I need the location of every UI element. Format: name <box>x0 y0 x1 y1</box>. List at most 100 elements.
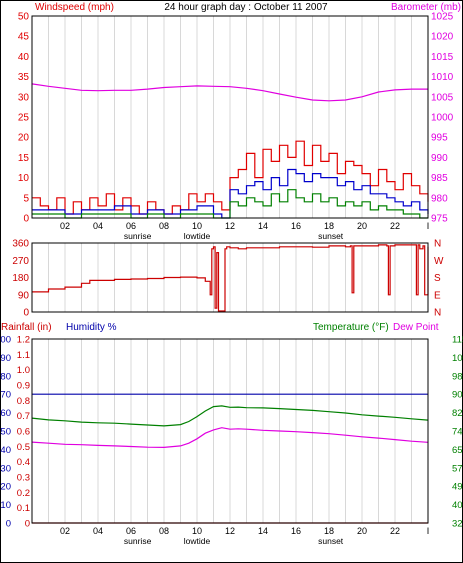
series-gust <box>32 140 429 215</box>
x-tick-label: I <box>427 221 430 231</box>
rainfall-tick-label: 0.1 <box>17 503 30 514</box>
x-tick-label: 10 <box>192 526 202 536</box>
x-tick-label: 22 <box>390 221 400 231</box>
temperature-tick-label: 49 <box>452 482 463 493</box>
barometer-tick-label: 990 <box>431 153 448 164</box>
rainfall-tick-label: 0.3 <box>17 473 30 484</box>
series-barometer <box>31 83 428 102</box>
direction-tick-label: 180 <box>12 273 29 284</box>
annotation-lowtide: lowtide <box>184 231 211 241</box>
rainfall-tick-label: 0.6 <box>17 427 30 438</box>
rainfall-axis-title: Rainfall (in) <box>1 322 52 333</box>
humidity-tick-label: 80 <box>0 371 11 382</box>
x-tick-label: 10 <box>192 221 202 231</box>
x-tick-label: 18 <box>324 526 334 536</box>
humidity-tick-label: 100 <box>0 335 11 346</box>
windspeed-tick-label: 5 <box>23 193 29 204</box>
x-tick-label: 20 <box>357 526 367 536</box>
x-tick-label: 06 <box>126 526 136 536</box>
temperature-tick-label: 98 <box>452 371 463 382</box>
x-tick-label: 08 <box>159 221 169 231</box>
barometer-tick-label: 985 <box>431 173 448 184</box>
x-tick-label: 12 <box>225 526 235 536</box>
annotation-sunset: sunset <box>318 536 344 546</box>
rainfall-tick-label: 1.1 <box>17 350 30 361</box>
x-tick-label: 14 <box>258 526 268 536</box>
temperature-axis-title: Temperature (°F) <box>313 322 389 333</box>
x-tick-label: 16 <box>291 526 301 536</box>
barometer-tick-label: 980 <box>431 193 448 204</box>
temperature-tick-label: 65 <box>452 445 463 456</box>
annotation-lowtide: lowtide <box>184 536 211 546</box>
x-tick-label: 18 <box>324 221 334 231</box>
rainfall-tick-label: 1.0 <box>17 365 30 376</box>
barometer-tick-label: 1000 <box>431 113 454 124</box>
series-direction <box>32 244 429 312</box>
barometer-tick-label: 1005 <box>431 92 454 103</box>
rainfall-tick-label: 0.5 <box>17 442 30 453</box>
compass-label: S <box>434 273 441 284</box>
rainfall-tick-label: 0.4 <box>17 457 30 468</box>
compass-label: N <box>434 308 441 319</box>
x-tick-label: 04 <box>93 526 103 536</box>
x-tick-label: I <box>427 526 430 536</box>
dewpoint-axis-title: Dew Point <box>393 322 439 333</box>
humidity-tick-label: 10 <box>0 500 11 511</box>
x-tick-label: 22 <box>390 526 400 536</box>
direction-tick-label: 90 <box>18 290 30 301</box>
windspeed-tick-label: 40 <box>18 52 30 63</box>
x-tick-label: 02 <box>60 221 70 231</box>
annotation-sunrise: sunrise <box>124 231 152 241</box>
wind-barometer-panel: 0510152025303540455097598098599099510001… <box>18 12 454 242</box>
compass-label: W <box>434 256 444 267</box>
humidity-tick-label: 40 <box>0 445 11 456</box>
humidity-tick-label: 30 <box>0 463 11 474</box>
humidity-axis-title: Humidity % <box>66 322 117 333</box>
temperature-tick-label: 82 <box>452 408 463 419</box>
humidity-tick-label: 90 <box>0 353 11 364</box>
barometer-axis-title: Barometer (mb) <box>391 2 461 13</box>
windspeed-tick-label: 15 <box>18 153 30 164</box>
windspeed-tick-label: 50 <box>18 12 30 23</box>
x-tick-label: 08 <box>159 526 169 536</box>
windspeed-tick-label: 45 <box>18 32 30 43</box>
annotation-sunrise: sunrise <box>124 536 152 546</box>
windspeed-tick-label: 35 <box>18 72 30 83</box>
annotation-sunset: sunset <box>318 231 344 241</box>
humidity-tick-label: 70 <box>0 390 11 401</box>
plot-frame <box>31 338 429 524</box>
rainfall-tick-label: 0.7 <box>17 411 30 422</box>
direction-tick-label: 360 <box>12 239 29 250</box>
windspeed-tick-label: 30 <box>18 92 30 103</box>
temperature-tick-label: 115 <box>452 335 463 346</box>
barometer-tick-label: 1025 <box>431 12 454 23</box>
temperature-tick-label: 90 <box>452 390 463 401</box>
direction-tick-label: 270 <box>12 256 29 267</box>
temperature-tick-label: 40 <box>452 500 463 511</box>
direction-tick-label: 0 <box>23 308 29 319</box>
rainfall-tick-label: 0.8 <box>17 396 30 407</box>
windspeed-tick-label: 20 <box>18 133 30 144</box>
humidity-tick-label: 50 <box>0 427 11 438</box>
x-tick-label: 16 <box>291 221 301 231</box>
windspeed-tick-label: 25 <box>18 113 30 124</box>
x-tick-label: 04 <box>93 221 103 231</box>
barometer-tick-label: 1010 <box>431 72 454 83</box>
x-tick-label: 20 <box>357 221 367 231</box>
series-average <box>32 168 429 219</box>
rainfall-tick-label: 1.2 <box>17 335 30 346</box>
rainfall-tick-label: 0.9 <box>17 381 30 392</box>
series-temperature <box>31 405 429 427</box>
windspeed-tick-label: 0 <box>23 214 29 225</box>
x-tick-label: 14 <box>258 221 268 231</box>
temperature-tick-label: 57 <box>452 463 463 474</box>
rainfall-tick-label: 0.2 <box>17 488 30 499</box>
humidity-tick-label: 20 <box>0 482 11 493</box>
windspeed-axis-title: Windspeed (mph) <box>35 2 114 13</box>
plot-frame <box>31 15 429 219</box>
x-tick-label: 12 <box>225 221 235 231</box>
plot-frame <box>31 242 429 313</box>
